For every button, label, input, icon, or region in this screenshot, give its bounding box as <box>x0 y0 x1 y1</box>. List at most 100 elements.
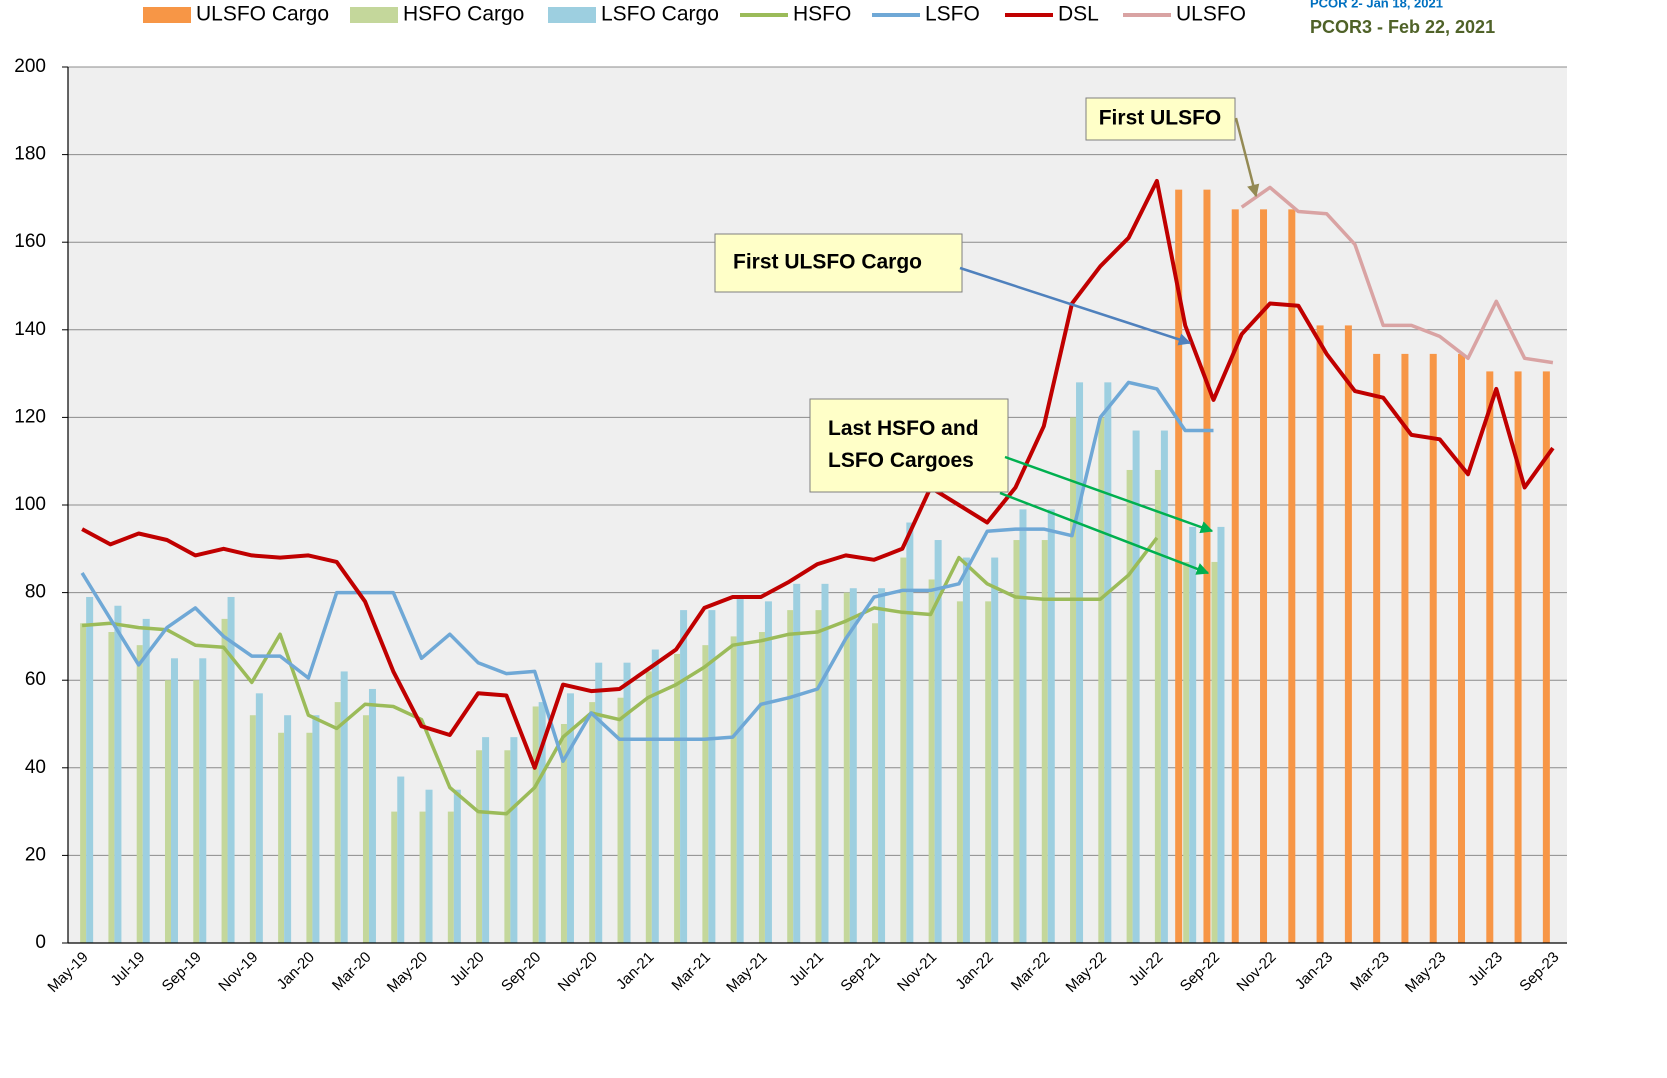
bar <box>1132 430 1140 943</box>
bar <box>86 596 94 943</box>
bar <box>589 702 596 943</box>
bar <box>1076 382 1084 943</box>
legend-swatch <box>350 7 398 23</box>
bar <box>680 610 688 943</box>
annotation-box <box>714 233 963 293</box>
x-tick-label: Sep-22 <box>1177 949 1223 995</box>
legend-label: HSFO Cargo <box>403 3 524 26</box>
bar <box>815 610 822 943</box>
line <box>1240 185 1554 365</box>
legend-swatch <box>143 7 191 23</box>
x-tick-label: Jan-23 <box>1292 949 1336 993</box>
bar <box>900 557 907 943</box>
y-tick-label: 120 <box>14 406 46 427</box>
bar <box>255 693 263 943</box>
bar <box>476 750 483 943</box>
bar <box>142 618 150 943</box>
bar <box>504 750 511 943</box>
bar <box>595 662 603 943</box>
bar <box>362 715 369 943</box>
bar <box>340 671 348 943</box>
bar <box>447 811 454 943</box>
bar <box>674 653 681 943</box>
bar <box>284 715 292 943</box>
bar <box>934 540 942 943</box>
y-tick-label: 80 <box>25 582 46 603</box>
bar <box>532 706 539 943</box>
line <box>81 178 1555 770</box>
bar <box>425 789 433 943</box>
bar <box>1231 209 1239 944</box>
y-tick-label: 0 <box>35 932 46 953</box>
x-tick-label: Jul-20 <box>447 949 488 990</box>
legend: ULSFO Cargo HSFO Cargo LSFO Cargo HSFO LSFO D… <box>143 3 1246 26</box>
x-tick-label: Mar-20 <box>329 949 375 995</box>
x-tick-label: Jan-21 <box>613 949 657 993</box>
header-note: PCOR3 - Feb 22, 2021 <box>1310 17 1495 37</box>
bar <box>1217 526 1225 943</box>
bar <box>1260 209 1268 944</box>
bar <box>793 583 801 943</box>
annotation-arrow <box>1004 455 1214 534</box>
bar <box>1175 189 1183 943</box>
bar <box>453 789 461 943</box>
line <box>81 536 1159 816</box>
bar <box>419 811 426 943</box>
legend-label: ULSFO <box>1176 3 1246 26</box>
legend-label: ULSFO Cargo <box>196 3 329 26</box>
bar <box>1373 353 1381 943</box>
bar <box>985 601 992 943</box>
x-tick-label: May-23 <box>1402 949 1449 996</box>
annotation-arrow <box>959 266 1192 346</box>
x-tick-label: May-21 <box>723 949 770 996</box>
annotation-text: LSFO Cargoes <box>828 449 974 472</box>
bar <box>114 605 122 943</box>
bar <box>906 522 914 943</box>
bar <box>164 680 171 943</box>
x-tick-label: Mar-21 <box>668 949 714 995</box>
bar <box>510 737 518 943</box>
bar <box>878 588 886 943</box>
annotation-arrow <box>999 491 1210 575</box>
annotation-text: Last HSFO and <box>828 417 979 440</box>
bar <box>1429 353 1437 943</box>
bar <box>1486 371 1494 943</box>
annotations: First ULSFO First ULSFO Cargo Last HSFO an… <box>714 97 1260 575</box>
bar <box>736 596 744 943</box>
bar <box>843 592 850 943</box>
y-tick-label: 180 <box>14 144 46 165</box>
bar <box>199 658 207 943</box>
x-tick-label: Jul-22 <box>1126 949 1167 990</box>
x-tick-label: Sep-19 <box>159 949 205 995</box>
x-tick-label: Jan-20 <box>274 949 318 993</box>
bar <box>1514 371 1522 943</box>
bar <box>108 632 115 943</box>
bar <box>560 724 567 943</box>
bar <box>538 702 546 943</box>
legend-label: LSFO Cargo <box>601 3 719 26</box>
bar <box>1542 371 1550 943</box>
y-tick-label: 40 <box>25 757 46 778</box>
header-note: PCOR 2- Jan 18, 2021 <box>1310 0 1443 10</box>
annotation-text: First ULSFO <box>1099 107 1222 130</box>
bar <box>956 601 963 943</box>
x-tick-label: Mar-22 <box>1008 949 1054 995</box>
bar <box>962 557 970 943</box>
bar <box>482 737 490 943</box>
bar <box>221 618 228 943</box>
x-tick-label: Nov-20 <box>555 949 601 995</box>
bar <box>566 693 574 943</box>
bar <box>1013 540 1020 943</box>
bar <box>1070 417 1077 943</box>
y-tick-label: 60 <box>25 669 46 690</box>
x-tick-label: Jul-21 <box>786 949 827 990</box>
x-tick-label: Mar-23 <box>1347 949 1393 995</box>
bar <box>787 610 794 943</box>
x-tick-label: Sep-20 <box>498 949 544 995</box>
bar <box>397 776 405 943</box>
bar <box>1104 382 1112 943</box>
bar <box>872 623 879 943</box>
x-tick-label: May-19 <box>44 949 91 996</box>
bar <box>1160 430 1168 943</box>
bar <box>1047 509 1055 943</box>
